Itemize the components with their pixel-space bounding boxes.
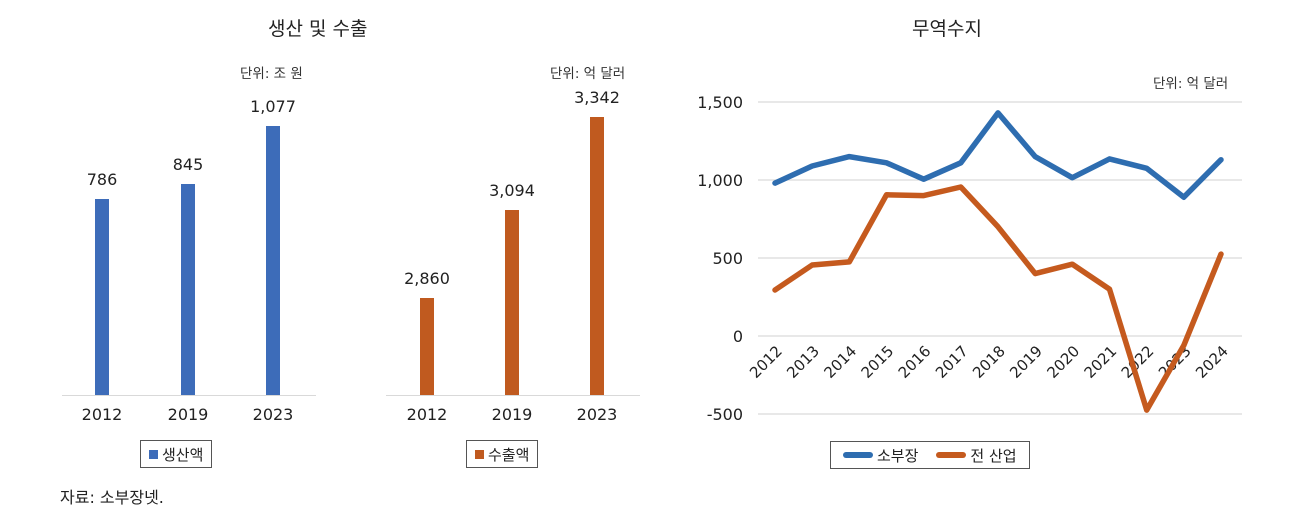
x-tick-label: 2016 xyxy=(895,342,935,382)
production-bar-chart: 786 2012 845 2019 1,077 2023 xyxy=(0,0,340,523)
legend-label-all-industry: 전 산업 xyxy=(970,446,1017,465)
production-value-label: 845 xyxy=(172,154,204,174)
production-legend-label: 생산액 xyxy=(162,445,204,464)
export-value-label: 2,860 xyxy=(404,269,450,288)
production-baseline xyxy=(62,395,316,396)
export-legend-label: 수출액 xyxy=(488,445,530,464)
production-unit-label: 단위: 조 원 xyxy=(240,66,303,82)
y-tick-label: -500 xyxy=(707,405,743,424)
production-x-tick: 2019 xyxy=(167,405,209,424)
production-x-tick: 2023 xyxy=(252,405,294,424)
production-export-title: 생산 및 수출 xyxy=(268,18,368,40)
x-tick-label: 2019 xyxy=(1006,342,1046,382)
export-legend-swatch xyxy=(475,449,484,459)
production-value-label: 786 xyxy=(86,169,118,189)
x-tick-label: 2014 xyxy=(820,342,860,382)
legend-label-sobujang: 소부장 xyxy=(877,446,919,465)
export-value-label: 3,342 xyxy=(574,88,620,107)
export-unit-label: 단위: 억 달러 xyxy=(550,66,626,82)
series-line-sobujang xyxy=(772,110,1224,200)
legend-swatch-all-industry xyxy=(936,452,967,458)
x-tick-label: 2024 xyxy=(1192,342,1232,382)
production-legend: 생산액 xyxy=(140,440,213,468)
y-tick-label: 0 xyxy=(733,327,743,346)
export-legend: 수출액 xyxy=(466,440,539,468)
x-tick-label: 2015 xyxy=(858,342,898,382)
export-value-label: 3,094 xyxy=(489,181,535,201)
export-bar-2019 xyxy=(505,210,519,395)
trade-balance-title: 무역수지 xyxy=(912,18,982,40)
source-note: 자료: 소부장넷. xyxy=(60,488,164,507)
x-tick-label: 2020 xyxy=(1043,342,1083,382)
export-bar-2012 xyxy=(420,298,434,395)
y-tick-label: 1,000 xyxy=(697,171,743,190)
x-tick-label: 2021 xyxy=(1081,342,1121,382)
production-bar-2023 xyxy=(266,126,280,395)
export-baseline xyxy=(386,395,640,396)
export-x-tick: 2023 xyxy=(576,405,618,424)
export-x-tick: 2019 xyxy=(491,405,533,424)
y-tick-label: 500 xyxy=(712,249,743,268)
production-bar-2019 xyxy=(181,183,195,395)
series-line-all-industry xyxy=(772,184,1224,413)
x-tick-label: 2013 xyxy=(783,342,823,382)
export-bar-chart: 2,860 2012 3,094 2019 3,342 2023 xyxy=(386,88,640,424)
export-x-tick: 2012 xyxy=(406,405,448,424)
x-tick-label: 2018 xyxy=(969,342,1009,382)
production-bar-2012 xyxy=(95,198,109,395)
trade-balance-line-chart: 1,5001,0005000-5002012201320142015201620… xyxy=(697,93,1242,424)
production-x-tick: 2012 xyxy=(81,405,123,424)
x-tick-label: 2017 xyxy=(932,342,972,382)
export-bar-2023 xyxy=(590,117,604,395)
legend-swatch-sobujang xyxy=(843,452,873,458)
trade-unit-label: 단위: 억 달러 xyxy=(1153,76,1229,92)
production-value-label: 1,077 xyxy=(250,97,296,116)
trade-legend: 소부장 전 산업 xyxy=(830,441,1030,469)
production-legend-swatch xyxy=(149,449,158,459)
y-tick-label: 1,500 xyxy=(697,93,743,112)
x-tick-label: 2012 xyxy=(746,342,786,382)
